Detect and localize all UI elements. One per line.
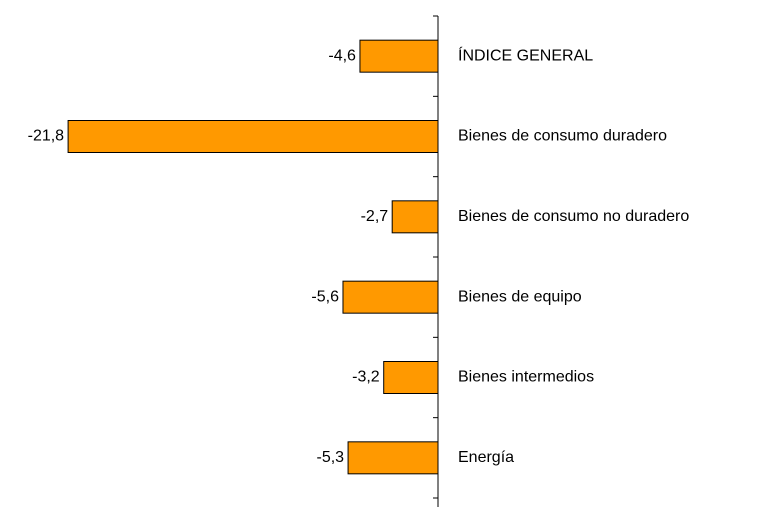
category-label: ÍNDICE GENERAL [458, 45, 593, 64]
value-label: -2,7 [361, 208, 389, 225]
category-label: Bienes intermedios [458, 369, 594, 386]
bar [383, 361, 439, 394]
value-label: -5,6 [311, 288, 339, 305]
category-label: Energía [458, 449, 514, 466]
bar [391, 200, 439, 234]
bar [347, 441, 439, 475]
category-label: Bienes de equipo [458, 288, 582, 305]
bar [359, 39, 439, 73]
value-label: -3,2 [352, 369, 380, 386]
bar [342, 280, 439, 314]
category-label: Bienes de consumo no duradero [458, 208, 689, 225]
value-label: -21,8 [28, 128, 65, 145]
value-label: -4,6 [328, 47, 356, 64]
category-label: Bienes de consumo duradero [458, 128, 667, 145]
bar [67, 120, 439, 153]
value-label: -5,3 [316, 449, 344, 466]
